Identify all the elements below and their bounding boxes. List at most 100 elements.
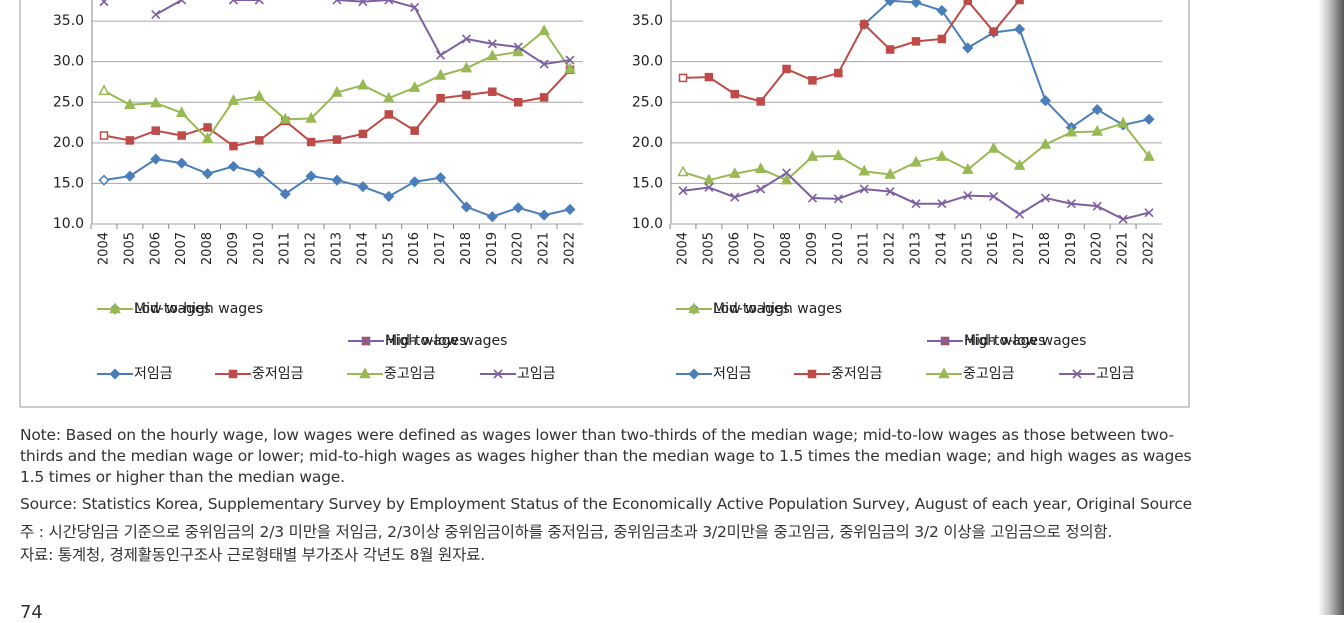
data-point <box>885 45 895 54</box>
x-tick-label: 2018 <box>1038 232 1053 265</box>
series-line <box>103 158 571 218</box>
y-tick-label: 10.0 <box>53 216 84 232</box>
legend-marker <box>228 369 238 379</box>
note-ko: 주 : 시간당임금 기준으로 중위임금의 2/3 미만을 저임금, 2/3이상 … <box>20 523 1113 541</box>
y-tick-label: 20.0 <box>53 135 84 151</box>
data-point <box>151 126 161 135</box>
data-point <box>175 106 188 118</box>
x-tick-label: 2005 <box>122 232 137 265</box>
x-tick-label: 2013 <box>909 232 924 265</box>
data-point <box>704 182 714 193</box>
legend-label: 고임금 <box>1096 366 1135 382</box>
data-point <box>384 0 394 5</box>
data-point <box>253 89 266 101</box>
x-tick-label: 2014 <box>355 232 370 265</box>
data-point <box>513 98 523 107</box>
legend-label: Mid-to-low wages <box>385 333 507 349</box>
data-point <box>201 132 214 144</box>
legend-label: 중저임금 <box>252 366 304 382</box>
data-point <box>410 126 419 135</box>
legend-label: 중저임금 <box>831 366 883 382</box>
legend-marker <box>359 367 371 379</box>
x-tick-label: 2015 <box>381 232 396 265</box>
x-tick-label: 2022 <box>1142 232 1157 265</box>
legend-marker <box>940 336 950 346</box>
series-line <box>103 69 571 148</box>
legend-label: 고임금 <box>517 366 556 382</box>
data-point <box>858 164 870 176</box>
data-point <box>461 34 472 44</box>
data-point <box>486 49 499 61</box>
y-tick-label: 35.0 <box>53 13 84 29</box>
data-point <box>1092 201 1102 211</box>
data-point <box>1144 208 1154 218</box>
data-point <box>98 84 110 96</box>
data-point <box>279 112 291 124</box>
data-point <box>462 90 471 100</box>
data-point <box>150 96 162 108</box>
x-tick-label: 2009 <box>805 232 820 265</box>
data-point <box>834 68 843 78</box>
legend-label: Mid-to-high wages <box>134 301 263 317</box>
data-point <box>564 203 576 215</box>
data-point <box>963 0 973 6</box>
series-line <box>155 0 571 66</box>
legend-label: 중고임금 <box>384 366 436 382</box>
data-point <box>229 141 238 151</box>
data-point <box>1039 95 1052 107</box>
data-point <box>756 184 766 194</box>
data-point <box>512 45 524 57</box>
data-point <box>962 42 974 54</box>
data-point <box>488 87 497 96</box>
x-tick-label: 2012 <box>304 232 319 265</box>
x-tick-label: 2005 <box>701 232 716 265</box>
x-tick-label: 2011 <box>278 232 293 265</box>
legend-marker <box>807 369 817 379</box>
data-point <box>1039 137 1052 149</box>
data-point <box>124 98 136 109</box>
x-tick-label: 2004 <box>97 232 112 265</box>
data-point <box>201 168 214 180</box>
frame <box>19 0 1190 408</box>
data-point <box>253 167 265 179</box>
y-tick-label: 30.0 <box>53 54 84 70</box>
legend-label: 저임금 <box>713 366 752 382</box>
data-point <box>460 201 473 213</box>
data-point <box>255 136 264 145</box>
x-tick-label: 2008 <box>779 232 794 265</box>
data-point <box>859 20 869 29</box>
data-point <box>1118 214 1128 224</box>
data-point <box>987 141 1000 153</box>
data-point <box>884 167 896 179</box>
y-tick-label: 10.0 <box>632 216 663 232</box>
legend-label: High wages <box>964 333 1045 349</box>
data-point <box>460 61 473 73</box>
data-point <box>538 24 550 36</box>
data-point <box>833 194 843 204</box>
data-point <box>384 110 394 119</box>
x-tick-label: 2019 <box>485 232 500 265</box>
y-tick-label: 15.0 <box>53 175 84 191</box>
y-tick-label: 30.0 <box>632 54 663 70</box>
data-point <box>357 181 369 193</box>
data-point <box>279 188 291 200</box>
x-tick-label: 2021 <box>537 232 552 265</box>
data-point <box>808 76 817 85</box>
page-edge <box>1318 0 1344 615</box>
legend-marker <box>1072 369 1082 379</box>
x-tick-label: 2018 <box>459 232 474 265</box>
data-point <box>937 34 947 44</box>
data-point <box>358 0 368 7</box>
data-point <box>539 59 549 69</box>
data-point <box>305 111 317 123</box>
legend-marker <box>938 367 950 379</box>
data-point <box>538 209 550 221</box>
data-point <box>306 137 316 147</box>
x-tick-label: 2017 <box>433 232 448 265</box>
data-point <box>227 94 240 105</box>
data-point <box>677 165 689 177</box>
data-point <box>357 78 369 90</box>
y-tick-label: 35.0 <box>632 13 663 29</box>
